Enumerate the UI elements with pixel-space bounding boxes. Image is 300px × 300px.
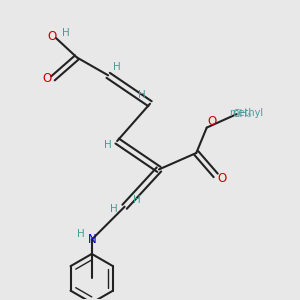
- Text: CH₃: CH₃: [232, 109, 252, 119]
- Text: H: H: [61, 28, 69, 38]
- Text: O: O: [42, 72, 52, 85]
- Text: O: O: [208, 115, 217, 128]
- Text: H: H: [110, 204, 118, 214]
- Text: N: N: [87, 233, 96, 246]
- Text: methyl: methyl: [229, 108, 263, 118]
- Text: H: H: [76, 229, 84, 239]
- Text: O: O: [218, 172, 227, 185]
- Text: H: H: [138, 90, 146, 100]
- Text: H: H: [133, 195, 141, 205]
- Text: H: H: [104, 140, 112, 150]
- Text: O: O: [48, 30, 57, 43]
- Text: H: H: [113, 62, 120, 72]
